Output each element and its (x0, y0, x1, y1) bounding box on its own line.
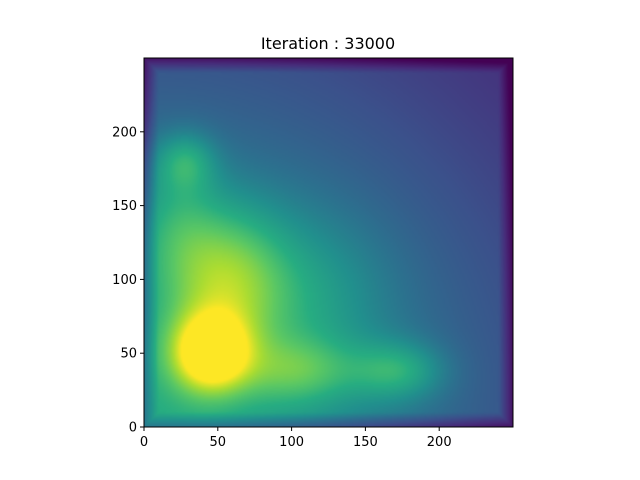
y-tick-label: 200 (112, 125, 137, 140)
heatmap (144, 58, 513, 427)
y-axis: 0 50 100 150 200 (112, 125, 144, 436)
x-tick-label: 50 (210, 435, 227, 450)
y-tick-label: 50 (120, 347, 137, 362)
x-tick-label: 0 (140, 435, 148, 450)
x-tick-label: 150 (353, 435, 378, 450)
x-tick-label: 100 (279, 435, 304, 450)
chart-title: Iteration : 33000 (261, 34, 395, 53)
y-tick-label: 100 (112, 273, 137, 288)
x-axis: 0 50 100 150 200 (140, 427, 452, 450)
y-tick-label: 150 (112, 199, 137, 214)
heatmap-image (144, 58, 513, 427)
x-tick-label: 200 (427, 435, 452, 450)
plot-frame (143, 57, 514, 428)
y-tick-label: 0 (129, 421, 137, 436)
